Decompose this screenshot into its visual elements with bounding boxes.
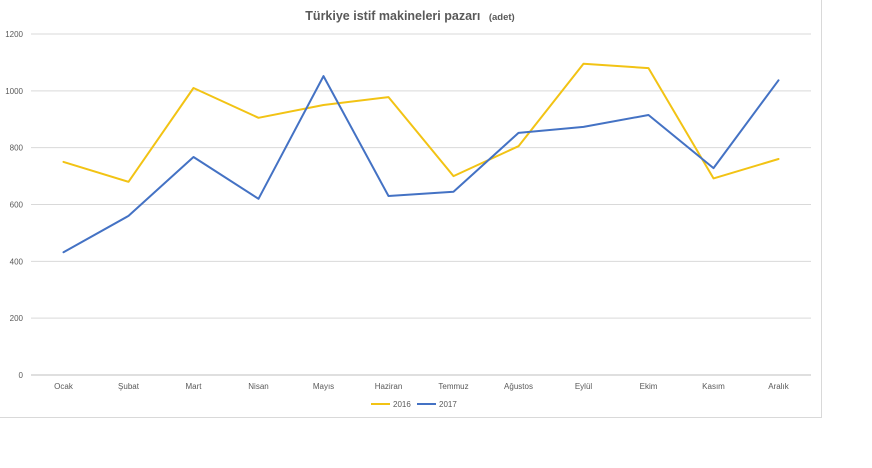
x-tick-label: Mayıs (313, 382, 334, 391)
y-tick-label: 0 (19, 371, 24, 380)
x-tick-label: Eylül (575, 382, 593, 391)
y-tick-label: 1000 (5, 87, 23, 96)
x-tick-label: Haziran (375, 382, 403, 391)
y-tick-label: 400 (10, 257, 24, 266)
chart-title-unit: (adet) (489, 12, 515, 23)
chart-title-main: Türkiye istif makineleri pazarı (305, 9, 480, 23)
legend-label-2016: 2016 (393, 400, 411, 409)
chart-title: Türkiye istif makineleri pazarı (adet) (305, 7, 514, 24)
y-tick-label: 1200 (5, 30, 23, 39)
x-tick-label: Mart (186, 382, 203, 391)
series-line-2017 (62, 75, 780, 254)
y-tick-label: 600 (10, 201, 24, 210)
x-tick-label: Ağustos (504, 382, 533, 391)
x-tick-label: Ekim (640, 382, 658, 391)
x-tick-label: Nisan (248, 382, 268, 391)
gridlines (31, 33, 811, 376)
series-line-2016 (62, 62, 780, 183)
x-tick-label: Şubat (118, 382, 140, 391)
x-tick-label: Kasım (702, 382, 725, 391)
x-tick-label: Temmuz (438, 382, 468, 391)
legend-label-2017: 2017 (439, 400, 457, 409)
y-tick-label: 800 (10, 144, 24, 153)
x-tick-label: Ocak (54, 382, 74, 391)
y-tick-label: 200 (10, 314, 24, 323)
series-lines (62, 62, 780, 254)
x-tick-label: Aralık (768, 382, 789, 391)
x-axis: Ocak Şubat Mart Nisan Mayıs Haziran Temmuz Ağus… (54, 382, 790, 391)
legend: 2016 2017 (371, 400, 457, 409)
y-axis: 0 200 400 600 800 1000 1200 (5, 30, 23, 380)
